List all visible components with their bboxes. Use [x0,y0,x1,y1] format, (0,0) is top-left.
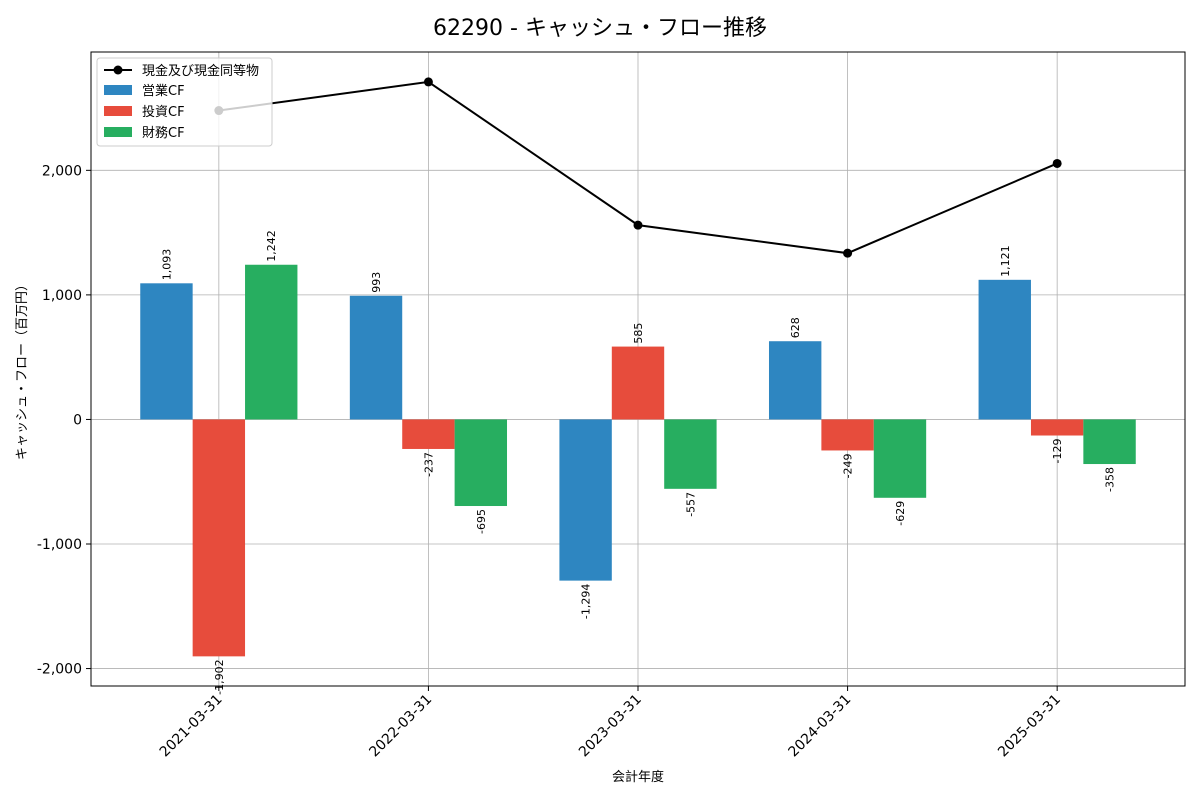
bar-value-label: -557 [684,492,697,517]
bar-financing [245,264,298,420]
legend-swatch-operating [104,85,132,95]
legend-swatch-investing [104,106,132,116]
y-tick-label: 0 [73,412,82,428]
bar-value-label: -129 [1051,439,1064,464]
y-tick-label: 1,000 [42,288,82,304]
legend-label-operating: 営業CF [142,83,185,99]
legend-box [96,57,273,147]
bar-operating [559,419,612,581]
x-tick-label: 2023-03-31 [576,692,645,761]
bar-value-label: -358 [1104,467,1117,492]
x-tick-label: 2022-03-31 [366,692,435,761]
bar-investing [821,419,874,451]
bar-financing [873,419,927,498]
bar-value-label: -695 [475,509,488,534]
legend: 現金及び現金同等物 営業CF 投資CF 財務CF [96,57,273,147]
cash-point [1052,158,1062,168]
bar-value-label: -1,294 [580,584,593,619]
bar-value-label: -237 [422,452,435,477]
cash-point [423,77,433,87]
legend-line-marker [113,65,123,75]
bar-operating [768,341,822,420]
bar-operating [978,279,1031,420]
bar-investing [611,346,665,420]
y-tick-label: -1,000 [37,537,82,553]
chart-title: 62290 - キャッシュ・フロー推移 [433,16,767,41]
bar-value-label: 993 [370,272,383,293]
bar-value-label: -629 [894,501,907,526]
bar-value-label: 585 [632,323,645,344]
y-tick-label: 2,000 [42,163,82,179]
bar-value-label: 1,242 [265,230,278,262]
bar-operating [349,295,403,420]
y-axis-label: キャッシュ・フロー（百万円） [15,278,30,460]
legend-label-cash: 現金及び現金同等物 [142,63,259,79]
bar-value-label: -249 [842,453,855,478]
legend-label-financing: 財務CF [142,126,185,141]
bar-value-label: 1,121 [999,245,1012,277]
x-axis-label: 会計年度 [612,769,664,785]
bar-value-label: 628 [789,317,802,338]
bar-value-label: 1,093 [160,249,173,281]
bar-investing [1030,419,1084,436]
bar-financing [1083,419,1136,465]
labels-layer: 1,093993-1,2946281,121-1,902-237585-249-… [160,230,1116,695]
bar-financing [664,419,717,489]
cash-point [843,248,853,258]
y-tick-label: -2,000 [37,662,82,678]
bar-operating [140,283,193,420]
x-tick-label: 2024-03-31 [786,692,855,761]
cash-point [633,220,643,230]
bars-layer [140,264,1136,657]
legend-swatch-financing [104,127,132,137]
line-layer [214,77,1062,258]
x-tick-label: 2025-03-31 [995,692,1064,761]
legend-label-investing: 投資CF [142,104,185,120]
x-tick-label: 2021-03-31 [157,692,226,761]
bar-financing [454,419,508,507]
bar-investing [192,419,246,657]
bar-investing [402,419,455,449]
